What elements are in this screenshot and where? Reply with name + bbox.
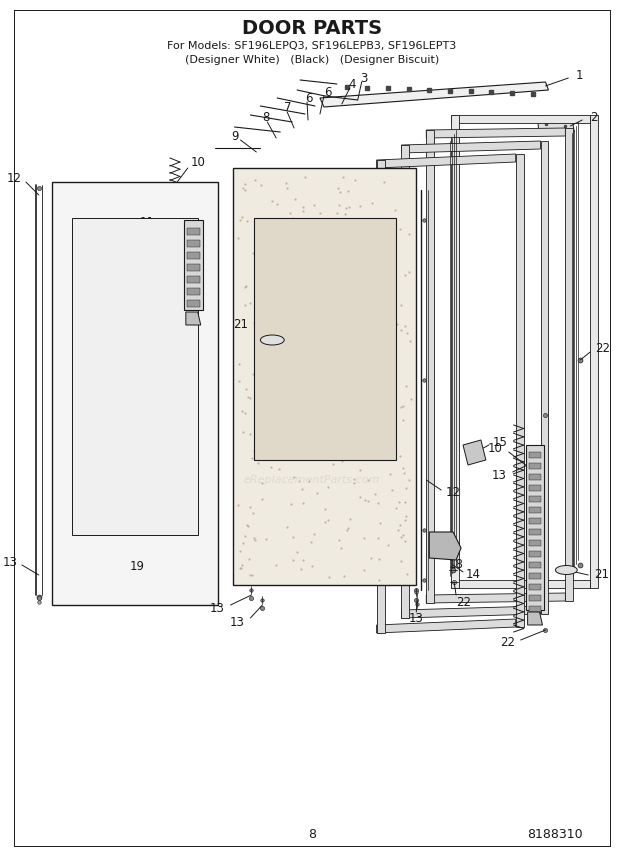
Polygon shape [538,116,574,132]
Polygon shape [528,612,542,625]
Text: 13: 13 [210,603,224,615]
Polygon shape [429,532,461,560]
Text: 18: 18 [449,558,464,572]
Text: 10: 10 [191,156,206,169]
Polygon shape [51,182,218,605]
Text: 8: 8 [308,829,316,841]
Bar [529,529,541,535]
Polygon shape [427,593,565,603]
Text: (Designer White)   (Black)   (Designer Biscuit): (Designer White) (Black) (Designer Biscu… [185,55,439,65]
Polygon shape [526,445,544,610]
Polygon shape [401,145,409,618]
Bar [529,606,541,612]
Polygon shape [565,128,574,601]
Bar [187,228,200,235]
Polygon shape [463,440,486,465]
Text: 3: 3 [360,72,368,85]
Polygon shape [516,154,524,627]
Polygon shape [451,580,590,588]
Bar [187,264,200,271]
Text: 8188310: 8188310 [528,829,583,841]
Text: For Models: SF196LEPQ3, SF196LEPB3, SF196LEPT3: For Models: SF196LEPQ3, SF196LEPB3, SF19… [167,41,457,51]
Text: DOOR PARTS: DOOR PARTS [242,19,382,38]
Text: 10: 10 [488,442,503,455]
Text: 12: 12 [7,171,22,185]
Text: 7: 7 [285,100,292,114]
Text: 8: 8 [263,110,270,123]
Text: 22: 22 [595,342,610,354]
Polygon shape [186,312,201,325]
Text: 22: 22 [456,596,471,609]
Bar [529,573,541,579]
Polygon shape [376,160,384,633]
Bar [529,562,541,568]
Polygon shape [254,218,396,460]
Polygon shape [376,154,516,168]
Polygon shape [232,168,417,585]
Bar [529,463,541,469]
Bar [529,540,541,546]
Bar [187,288,200,295]
Text: 6: 6 [305,92,312,104]
Bar [529,452,541,458]
Bar [187,252,200,259]
Text: 21: 21 [594,568,609,581]
Bar [529,595,541,601]
Bar [529,551,541,557]
Bar [187,276,200,283]
Text: 13: 13 [409,611,423,625]
Text: 22: 22 [500,637,515,650]
Text: 14: 14 [466,568,481,581]
Polygon shape [427,128,565,138]
Text: 15: 15 [493,436,508,449]
Bar [529,496,541,502]
Bar [529,584,541,590]
Bar [529,507,541,513]
Text: 4: 4 [348,78,355,91]
Polygon shape [184,220,203,310]
Bar [187,300,200,307]
Text: 11: 11 [140,216,155,229]
Polygon shape [541,141,549,614]
Bar [529,485,541,491]
Text: eReplacementParts.com: eReplacementParts.com [244,475,380,485]
Polygon shape [427,130,434,603]
Text: 2: 2 [590,110,598,123]
Polygon shape [401,606,541,618]
Text: 13: 13 [492,468,507,482]
Bar [187,240,200,247]
Text: 13: 13 [229,615,244,628]
Ellipse shape [260,335,284,345]
Text: 9: 9 [231,129,238,142]
Text: 1: 1 [575,68,583,81]
Bar [529,518,541,524]
Text: 19: 19 [130,561,145,574]
Bar [529,474,541,480]
Polygon shape [320,82,549,107]
Ellipse shape [556,566,577,574]
Text: 13: 13 [3,556,18,568]
Polygon shape [401,141,541,153]
Polygon shape [590,115,598,588]
Polygon shape [451,115,590,123]
Polygon shape [376,619,516,633]
Polygon shape [451,115,459,588]
Text: 12: 12 [446,485,461,498]
Text: 21: 21 [233,318,249,330]
Polygon shape [71,218,198,535]
Text: 6: 6 [324,86,332,98]
